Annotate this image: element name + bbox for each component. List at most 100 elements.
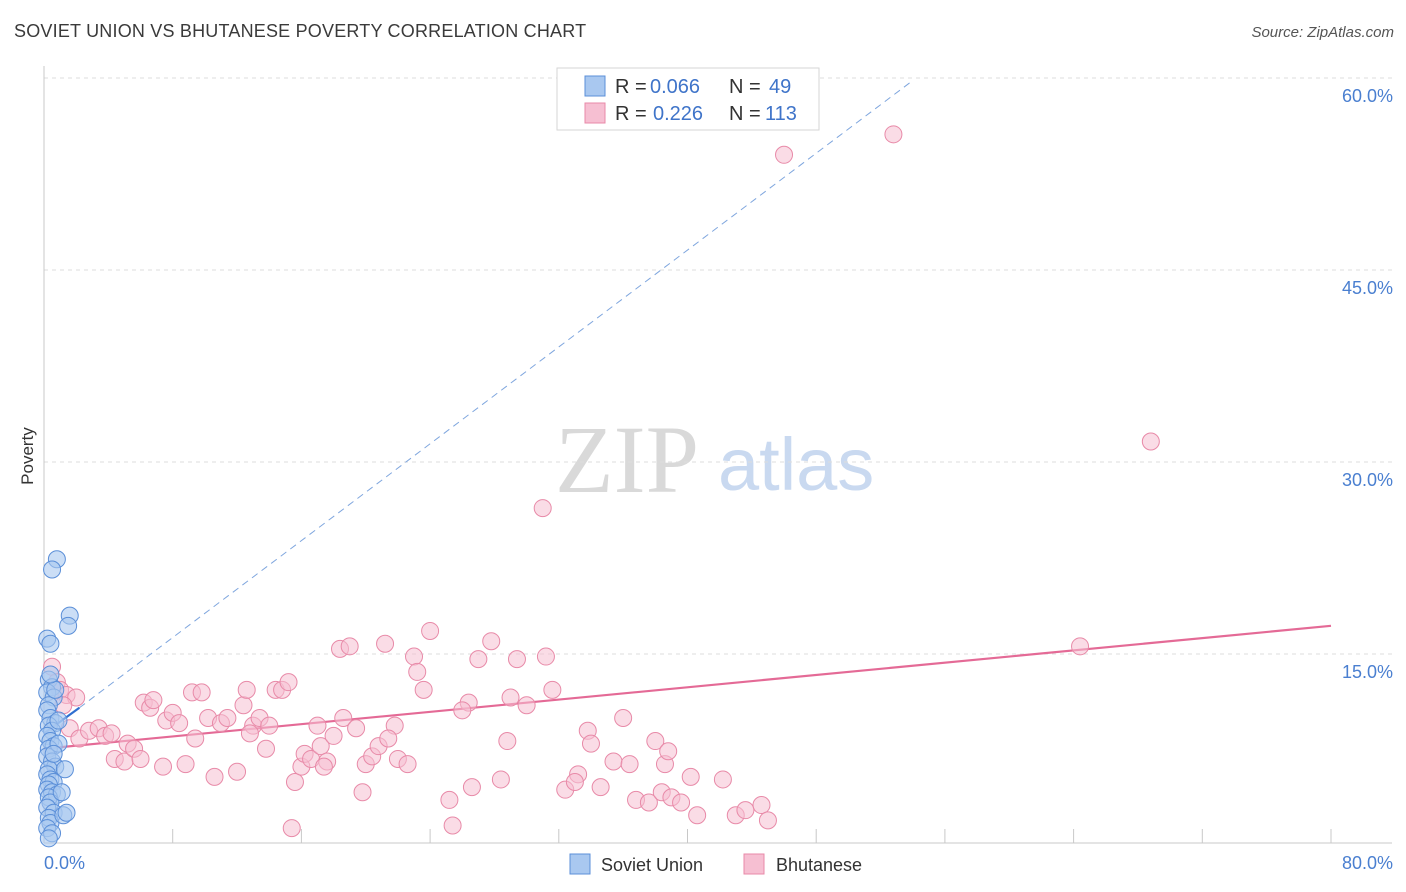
point-bhutanese-103 xyxy=(1141,432,1160,451)
point-soviet-43 xyxy=(55,760,74,779)
legend-r-label-soviet: R = xyxy=(615,76,647,98)
point-bhutanese-106 xyxy=(758,811,777,830)
point-soviet-1 xyxy=(41,634,60,653)
point-bhutanese-101 xyxy=(775,145,794,164)
point-bhutanese-96 xyxy=(681,767,700,786)
point-bhutanese-23 xyxy=(170,714,189,733)
point-bhutanese-67 xyxy=(440,790,459,809)
point-bhutanese-32 xyxy=(228,762,247,781)
source-label: Source: ZipAtlas.com xyxy=(1251,24,1394,41)
point-bhutanese-29 xyxy=(205,767,224,786)
point-bhutanese-11 xyxy=(102,724,121,743)
legend-n-label-soviet: N = xyxy=(729,76,761,98)
bottom-legend-label-bhutanese: Bhutanese xyxy=(776,855,862,875)
point-bhutanese-31 xyxy=(218,709,237,727)
point-soviet-44 xyxy=(49,711,68,730)
data-points xyxy=(38,125,1160,848)
point-bhutanese-84 xyxy=(591,778,610,797)
point-bhutanese-75 xyxy=(507,650,526,669)
y-tick-label-30: 30.0% xyxy=(1342,470,1393,490)
point-bhutanese-41 xyxy=(279,673,298,692)
x-tick-label-0: 0.0% xyxy=(44,853,85,873)
point-bhutanese-65 xyxy=(414,680,433,699)
point-bhutanese-50 xyxy=(324,726,343,745)
legend-n-value-soviet: 49 xyxy=(769,76,791,98)
point-bhutanese-34 xyxy=(237,680,256,699)
point-bhutanese-83 xyxy=(581,734,600,753)
x-tick-label-80: 80.0% xyxy=(1342,853,1393,873)
point-bhutanese-20 xyxy=(154,757,173,776)
bottom-legend-label-soviet: Soviet Union xyxy=(601,855,703,875)
point-bhutanese-43 xyxy=(285,773,304,791)
point-bhutanese-48 xyxy=(311,737,330,756)
point-bhutanese-76 xyxy=(517,696,536,715)
point-bhutanese-72 xyxy=(482,632,501,651)
point-soviet-42 xyxy=(57,803,76,822)
point-bhutanese-108 xyxy=(498,732,517,751)
point-bhutanese-98 xyxy=(713,770,732,789)
trend-line-bhutanese xyxy=(43,624,1332,750)
point-bhutanese-109 xyxy=(314,757,333,776)
point-bhutanese-111 xyxy=(453,701,472,720)
legend-swatch-bhutanese xyxy=(584,102,606,124)
point-bhutanese-87 xyxy=(620,755,639,774)
point-bhutanese-37 xyxy=(257,739,276,758)
legend-box: R = 0.066 N = 49 R = 0.226 N = 113 xyxy=(556,67,820,131)
point-bhutanese-105 xyxy=(752,796,771,815)
gridlines xyxy=(44,77,1392,655)
point-soviet-37 xyxy=(43,560,62,579)
point-bhutanese-63 xyxy=(405,647,424,666)
point-bhutanese-89 xyxy=(639,793,658,812)
point-bhutanese-42 xyxy=(282,819,301,838)
point-bhutanese-97 xyxy=(688,806,707,825)
bottom-legend-swatch-soviet xyxy=(569,853,591,875)
point-bhutanese-54 xyxy=(347,719,366,738)
bottom-legend-swatch-bhutanese xyxy=(743,853,765,875)
point-bhutanese-86 xyxy=(614,709,633,727)
point-bhutanese-16 xyxy=(131,749,150,768)
point-bhutanese-104 xyxy=(1071,637,1090,656)
y-tick-label-60: 60.0% xyxy=(1342,86,1393,106)
point-bhutanese-85 xyxy=(604,752,623,771)
legend-r-label-bhutanese: R = xyxy=(615,103,647,125)
legend-n-label-bhutanese: N = xyxy=(729,103,761,125)
legend-n-value-bhutanese: 113 xyxy=(765,103,797,125)
point-bhutanese-70 xyxy=(462,778,481,797)
legend-swatch-soviet xyxy=(584,75,606,97)
point-bhutanese-27 xyxy=(192,683,211,702)
point-bhutanese-107 xyxy=(565,773,584,791)
point-bhutanese-110 xyxy=(379,729,398,748)
point-soviet-48 xyxy=(44,744,63,763)
point-bhutanese-74 xyxy=(501,688,520,707)
point-bhutanese-53 xyxy=(340,637,359,656)
point-bhutanese-19 xyxy=(144,691,163,710)
point-bhutanese-64 xyxy=(408,662,427,681)
y-tick-label-45: 45.0% xyxy=(1342,278,1393,298)
point-bhutanese-68 xyxy=(443,816,462,835)
point-bhutanese-73 xyxy=(491,770,510,789)
y-axis-label: Poverty xyxy=(18,427,37,485)
legend-r-value-soviet: 0.066 xyxy=(650,76,700,98)
watermark-zip: ZIP xyxy=(555,406,699,513)
point-bhutanese-112 xyxy=(240,724,259,743)
point-soviet-40 xyxy=(52,783,71,802)
point-bhutanese-95 xyxy=(672,793,691,812)
point-bhutanese-100 xyxy=(736,801,755,820)
y-tick-label-15: 15.0% xyxy=(1342,662,1393,682)
point-bhutanese-24 xyxy=(176,755,195,774)
point-bhutanese-71 xyxy=(469,650,488,669)
point-bhutanese-26 xyxy=(186,729,205,748)
point-bhutanese-47 xyxy=(308,716,327,735)
point-soviet-39 xyxy=(59,616,78,635)
point-soviet-45 xyxy=(46,680,65,699)
point-soviet-46 xyxy=(41,665,60,684)
point-bhutanese-38 xyxy=(260,716,279,735)
point-bhutanese-77 xyxy=(533,499,552,518)
point-bhutanese-93 xyxy=(659,742,678,761)
point-bhutanese-55 xyxy=(353,783,372,802)
watermark-atlas: atlas xyxy=(718,423,874,506)
point-bhutanese-33 xyxy=(234,696,253,715)
point-bhutanese-62 xyxy=(398,755,417,774)
bottom-legend: Soviet Union Bhutanese xyxy=(569,853,862,875)
